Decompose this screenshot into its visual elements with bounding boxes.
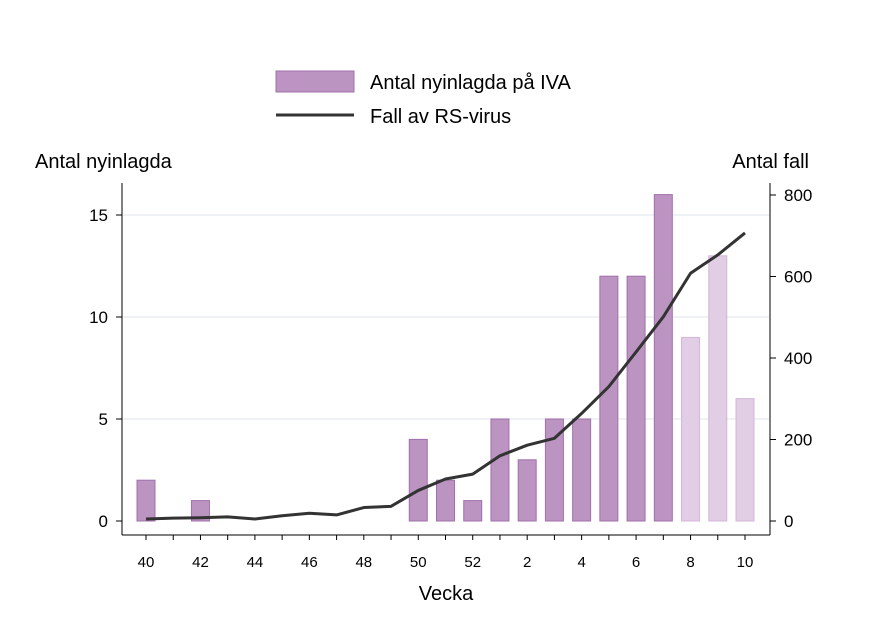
x-tick-label: 6 — [632, 554, 640, 571]
bar — [463, 500, 483, 522]
y-axis-right-title: Antal fall — [732, 151, 809, 173]
y-left-tick-label: 0 — [99, 512, 108, 531]
x-tick-label: 8 — [686, 554, 694, 571]
x-tick-label: 48 — [355, 554, 372, 571]
bar — [626, 275, 646, 522]
y-left-tick-label: 10 — [89, 308, 108, 327]
legend-line-label: Fall av RS-virus — [370, 106, 511, 128]
bar — [544, 418, 564, 522]
y-right-tick-label: 400 — [784, 349, 812, 368]
legend-bar-swatch — [275, 70, 355, 93]
bar — [572, 418, 592, 522]
bar — [436, 479, 455, 522]
bar — [708, 255, 728, 522]
y-right-tick-label: 0 — [784, 512, 793, 531]
x-tick-label: 4 — [577, 554, 585, 571]
bar — [653, 194, 673, 522]
bar — [599, 275, 619, 522]
legend-bar-label: Antal nyinlagda på IVA — [370, 72, 572, 94]
bar — [408, 438, 428, 522]
x-axis-title: Vecka — [419, 583, 474, 605]
legend: Antal nyinlagda på IVA Fall av RS-virus — [275, 70, 572, 128]
x-tick-label: 40 — [138, 554, 155, 571]
y-left-tick-label: 5 — [99, 410, 108, 429]
x-tick-label: 2 — [523, 554, 531, 571]
x-tick-label: 42 — [192, 554, 209, 571]
line-fall-av-rs-virus — [145, 231, 746, 521]
bar — [136, 479, 156, 522]
y-right-tick-label: 200 — [784, 431, 812, 450]
bar — [490, 418, 510, 522]
bars — [136, 194, 755, 522]
y-right-tick-label: 800 — [784, 186, 812, 205]
x-tick-label: 52 — [464, 554, 481, 571]
x-tick-label: 44 — [247, 554, 264, 571]
bar — [735, 398, 755, 522]
y-right-tick-label: 600 — [784, 268, 812, 287]
bar — [517, 459, 537, 522]
x-tick-label: 50 — [410, 554, 427, 571]
line-series — [145, 231, 746, 521]
bar — [681, 336, 701, 522]
y-axis-left-title: Antal nyinlagda — [35, 151, 173, 173]
x-tick-label: 46 — [301, 554, 318, 571]
y-left-tick-label: 15 — [89, 206, 108, 225]
bar — [190, 500, 210, 522]
x-tick-label: 10 — [737, 554, 754, 571]
